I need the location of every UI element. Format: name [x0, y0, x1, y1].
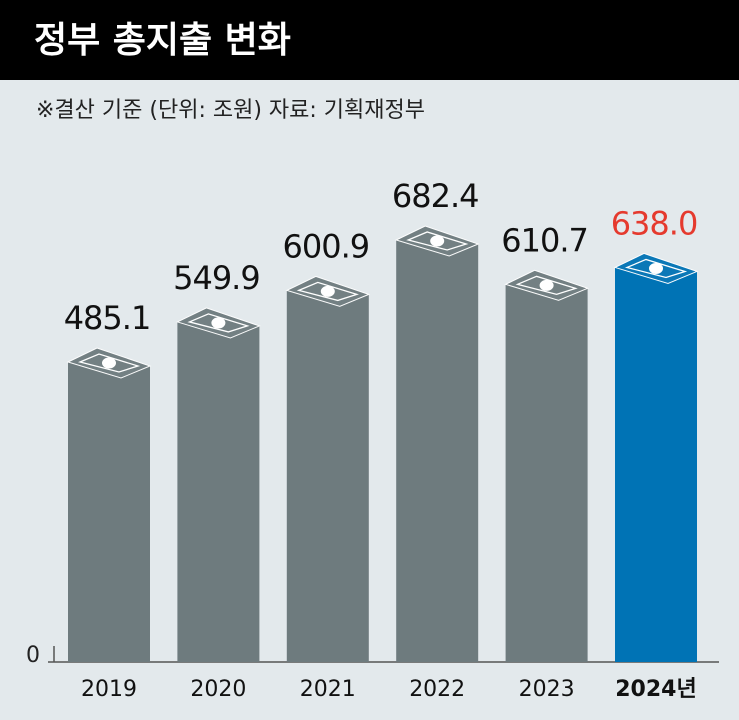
bar — [286, 290, 369, 662]
value-label: 610.7 — [501, 221, 588, 259]
bill-dot — [102, 357, 116, 369]
bar — [615, 267, 697, 662]
x-tick-label: 2020 — [190, 677, 246, 702]
value-label: 600.9 — [282, 227, 369, 265]
bill-outline — [296, 281, 359, 302]
bar — [396, 239, 479, 662]
bill-dot — [430, 235, 445, 247]
bill-outline — [77, 353, 141, 373]
x-tick-label: 2019 — [81, 677, 137, 702]
value-label: 549.9 — [173, 259, 260, 297]
bar — [177, 321, 260, 662]
bill-outline — [187, 313, 250, 333]
x-tick-label: 2022 — [409, 677, 465, 702]
bar — [68, 362, 150, 662]
value-label: 485.1 — [64, 299, 151, 337]
bar — [505, 284, 588, 662]
chart-subtitle: ※결산 기준 (단위: 조원) 자료: 기획재정부 — [36, 98, 425, 123]
title-band — [0, 0, 739, 80]
bill-dot — [320, 285, 335, 297]
x-tick-label: 2024년 — [615, 677, 696, 702]
x-tick-label: 2023 — [519, 677, 575, 702]
bill-dot — [649, 262, 663, 274]
bill-dot — [211, 317, 226, 329]
y-tick-label: 0 — [26, 643, 40, 668]
bill-dot — [539, 279, 554, 291]
value-label: 682.4 — [392, 177, 479, 215]
x-tick-label: 2021 — [300, 677, 356, 702]
chart-title: 정부 총지출 변화 — [34, 20, 291, 61]
bill-outline — [406, 231, 469, 251]
bill-outline — [515, 275, 578, 296]
value-label: 638.0 — [611, 204, 698, 242]
bill-outline — [624, 258, 688, 279]
